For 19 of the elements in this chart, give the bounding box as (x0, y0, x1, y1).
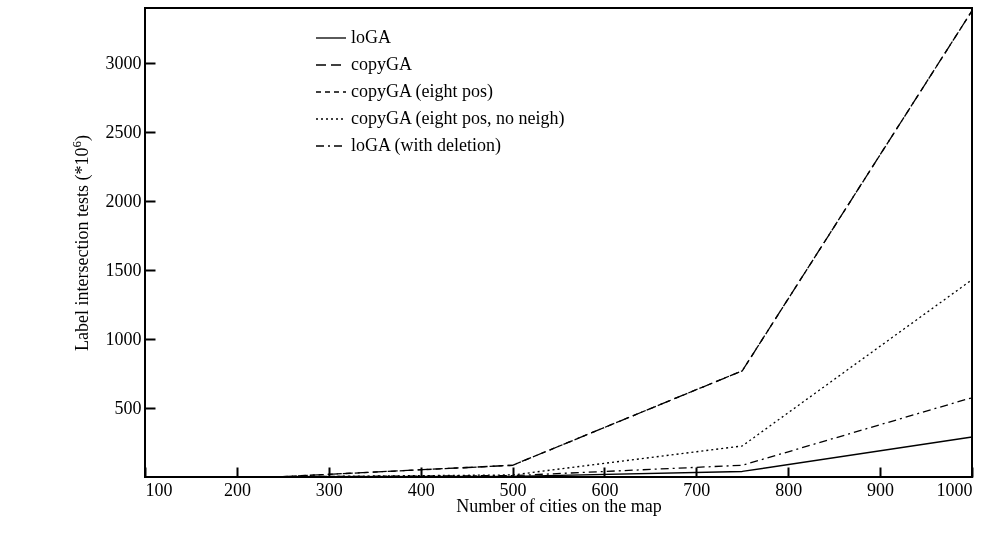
y-tick-label: 1500 (105, 259, 142, 280)
x-tick-label: 1000 (936, 479, 973, 500)
legend-label: copyGA (eight pos, no neigh) (351, 108, 565, 129)
legend-label: loGA (with deletion) (351, 135, 501, 156)
x-tick-label: 700 (683, 479, 711, 500)
y-tick-label: 2500 (105, 121, 142, 142)
legend-label: copyGA (eight pos) (351, 81, 493, 102)
x-tick-label: 300 (315, 479, 343, 500)
y-tick-label: 3000 (105, 52, 142, 73)
x-tick-label: 400 (407, 479, 435, 500)
y-tick-label: 2000 (105, 190, 142, 211)
x-tick-label: 800 (775, 479, 803, 500)
y-tick-label: 1000 (105, 328, 142, 349)
x-tick-label: 900 (867, 479, 895, 500)
legend-label: copyGA (351, 54, 412, 74)
legend-label: loGA (351, 27, 391, 47)
x-tick-label: 200 (223, 479, 251, 500)
y-tick-label: 500 (114, 397, 142, 418)
x-tick-label: 100 (145, 479, 173, 500)
